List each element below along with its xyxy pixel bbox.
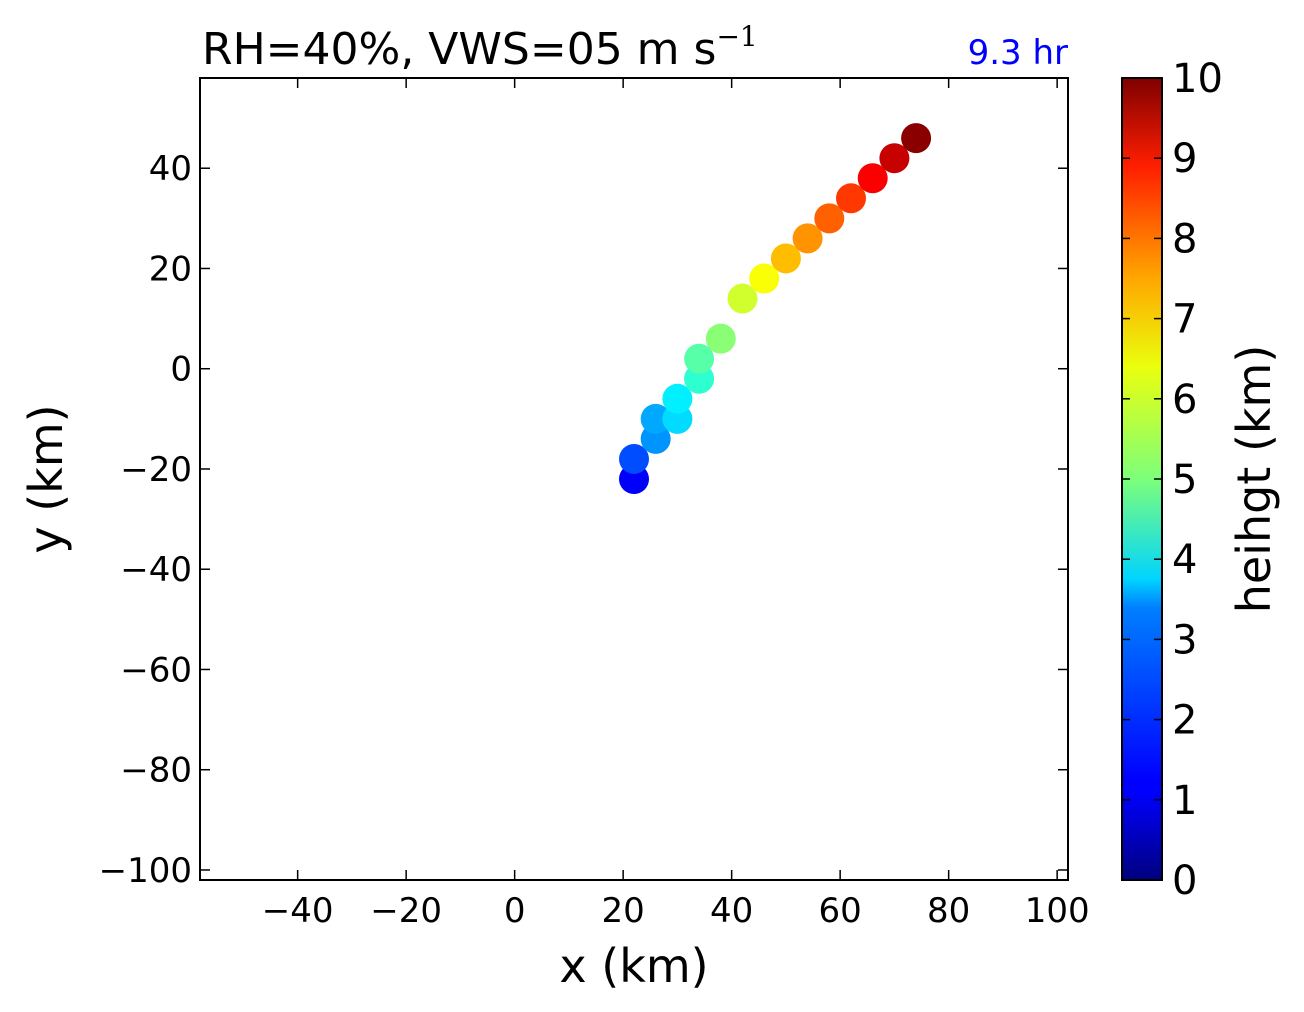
data-point [836,183,866,214]
data-point [814,203,845,234]
x-tick-label: 40 [710,891,753,931]
data-point [901,123,932,154]
time-annotation: 9.3 hr [968,33,1068,73]
colorbar-tick-label: 3 [1172,617,1197,663]
y-tick-label: 0 [170,350,192,390]
colorbar-label: heihgt (km) [1227,345,1281,614]
title-superscript: −1 [716,20,757,53]
data-point [662,383,693,414]
colorbar-tick-label: 6 [1172,377,1197,423]
colorbar-tick-label: 8 [1172,216,1197,262]
y-tick-label: 20 [149,249,192,289]
x-tick-label: 100 [1025,891,1090,931]
x-tick-label: 80 [927,891,970,931]
data-point [857,163,888,194]
data-point [684,343,715,374]
data-point [640,403,671,434]
data-point [619,443,649,474]
plot-frame [199,77,1069,881]
colorbar-tick-label: 1 [1172,778,1197,824]
colorbar-tick-label: 10 [1172,56,1223,102]
data-point [727,283,758,314]
x-tick-label: −40 [262,891,334,931]
y-tick-label: −100 [99,851,192,891]
data-point [792,223,823,254]
y-axis-label: y (km) [19,404,73,553]
colorbar-tick-label: 5 [1172,457,1197,503]
y-tick-label: 40 [149,149,192,189]
chart-title: RH=40%, VWS=05 m s−1 [202,20,758,75]
colorbar-tick-label: 4 [1172,537,1197,583]
x-tick-label: 0 [504,891,526,931]
data-point [879,143,910,174]
x-tick-label: 60 [819,891,862,931]
y-tick-label: −20 [120,450,192,490]
x-axis-label: x (km) [559,939,708,993]
colorbar-tick-label: 0 [1172,858,1197,904]
colorbar-tick-label: 2 [1172,698,1197,744]
y-tick-label: −80 [120,751,192,791]
colorbar-tick-label: 9 [1172,136,1197,182]
y-tick-label: −40 [120,550,192,590]
colorbar-tick-label: 7 [1172,297,1197,343]
y-tick-label: −60 [120,650,192,690]
x-tick-label: −20 [370,891,442,931]
data-point [770,243,801,274]
data-point [749,263,780,294]
data-point [705,323,736,354]
x-tick-label: 20 [602,891,645,931]
